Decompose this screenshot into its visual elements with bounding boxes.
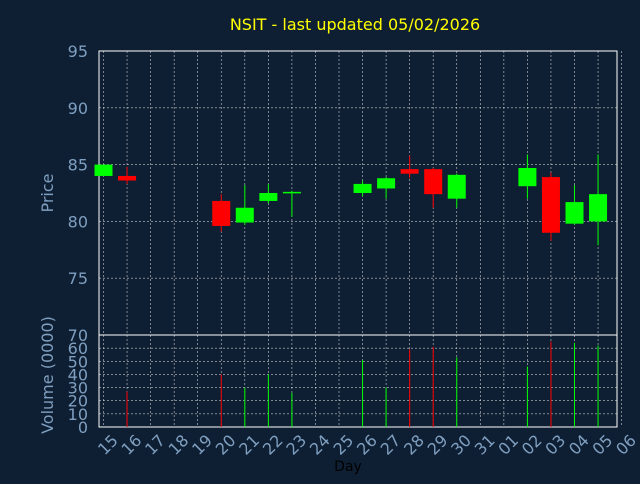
x-axis: 1516171819202122232425262728293031010203…	[94, 431, 640, 475]
candle-body	[212, 200, 231, 226]
candle-body	[377, 178, 396, 189]
candle-body	[565, 202, 584, 224]
candle-body	[282, 191, 301, 194]
candle	[235, 185, 254, 225]
candle-body	[400, 169, 419, 174]
price-tick-label: 75	[68, 269, 88, 288]
x-axis-title: Day	[334, 459, 362, 475]
candle-body	[518, 168, 537, 187]
volume-tick-label: 0	[78, 418, 88, 437]
price-tick-label: 90	[68, 99, 88, 118]
price-tick-label: 85	[68, 156, 88, 175]
candle	[118, 166, 137, 184]
candle	[94, 164, 113, 176]
candle-body	[589, 194, 608, 222]
candle	[447, 173, 466, 208]
candle	[424, 168, 443, 208]
candle	[565, 185, 584, 225]
candle	[282, 190, 301, 217]
candle	[541, 172, 560, 241]
chart-title: NSIT - last updated 05/02/2026	[230, 15, 480, 34]
volume-axis-title: Volume (0000)	[38, 316, 57, 434]
candle	[212, 194, 231, 232]
price-tick-label: 80	[68, 212, 88, 231]
candle	[400, 155, 419, 179]
x-tick-label: 06	[612, 431, 640, 459]
volume-tick-label: 30	[68, 379, 88, 398]
volume-tick-label: 60	[68, 339, 88, 358]
volume-tick-label: 40	[68, 365, 88, 384]
price-tick-label: 70	[68, 326, 88, 345]
candle	[377, 177, 396, 199]
candle	[589, 154, 608, 246]
candle-body	[94, 164, 113, 176]
candle-body	[259, 193, 278, 201]
candle-body	[424, 169, 443, 195]
candle	[353, 180, 372, 197]
candle-body	[447, 174, 466, 199]
volume-tick-label: 50	[68, 352, 88, 371]
candle-body	[541, 177, 560, 233]
volume-tick-label: 10	[68, 405, 88, 424]
volume-tick-label: 20	[68, 392, 88, 411]
price-tick-label: 95	[68, 42, 88, 61]
candle-body	[235, 207, 254, 223]
candle	[518, 154, 537, 199]
volume-frame	[98, 334, 618, 428]
candle-body	[118, 175, 137, 181]
candle	[259, 183, 278, 204]
price-panel: 70 75 80 85 90 95 Price	[38, 42, 622, 345]
candle-body	[353, 183, 372, 193]
price-axis-title: Price	[38, 173, 57, 212]
